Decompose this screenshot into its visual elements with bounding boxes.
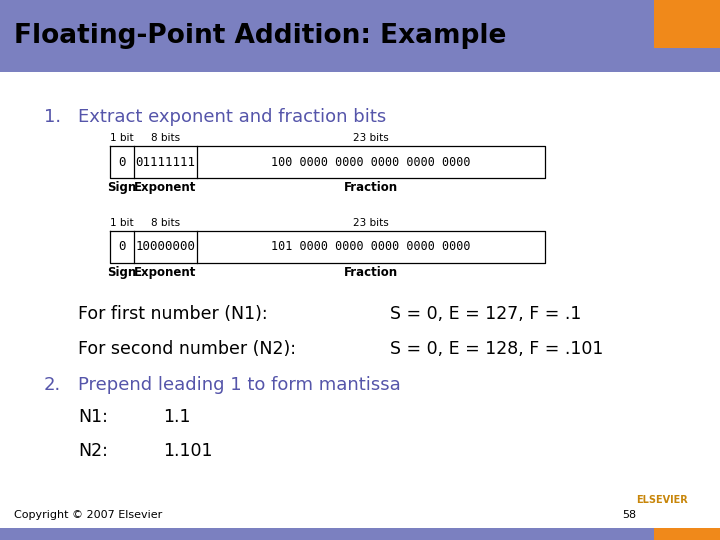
Text: Sign: Sign (107, 266, 137, 279)
Text: S = 0, E = 127, F = .1: S = 0, E = 127, F = .1 (390, 305, 581, 323)
Text: 23 bits: 23 bits (353, 218, 389, 228)
Text: Exponent: Exponent (134, 266, 197, 279)
Bar (654, 0, 720, 48)
Text: 1 bit: 1 bit (110, 218, 134, 228)
Bar (654, 528, 720, 540)
Text: S = 0, E = 128, F = .101: S = 0, E = 128, F = .101 (390, 340, 603, 358)
Text: Fraction: Fraction (344, 266, 398, 279)
Bar (0, 528, 654, 540)
Text: 58: 58 (622, 510, 636, 520)
Text: 01111111: 01111111 (135, 156, 195, 168)
Text: Extract exponent and fraction bits: Extract exponent and fraction bits (78, 108, 386, 126)
Text: 1.1: 1.1 (163, 408, 191, 426)
Text: N2:: N2: (78, 442, 108, 460)
Text: For second number (N2):: For second number (N2): (78, 340, 296, 358)
Text: N1:: N1: (78, 408, 108, 426)
Text: 1.: 1. (44, 108, 61, 126)
Text: 2.: 2. (44, 376, 61, 394)
Text: 1.101: 1.101 (163, 442, 212, 460)
Text: 0: 0 (118, 156, 126, 168)
Text: 10000000: 10000000 (135, 240, 195, 253)
Text: 100 0000 0000 0000 0000 0000: 100 0000 0000 0000 0000 0000 (271, 156, 471, 168)
Bar (0, 0, 720, 72)
Text: Exponent: Exponent (134, 181, 197, 194)
Text: 8 bits: 8 bits (151, 218, 180, 228)
Text: Floating-Point Addition: Example: Floating-Point Addition: Example (14, 23, 506, 49)
Text: Copyright © 2007 Elsevier: Copyright © 2007 Elsevier (14, 510, 162, 520)
Text: 23 bits: 23 bits (353, 133, 389, 143)
Text: Fraction: Fraction (344, 181, 398, 194)
Text: Sign: Sign (107, 181, 137, 194)
Text: For first number (N1):: For first number (N1): (78, 305, 268, 323)
Text: 101 0000 0000 0000 0000 0000: 101 0000 0000 0000 0000 0000 (271, 240, 471, 253)
Text: ELSEVIER: ELSEVIER (636, 495, 688, 505)
Text: 0: 0 (118, 240, 126, 253)
Text: 8 bits: 8 bits (151, 133, 180, 143)
Text: Prepend leading 1 to form mantissa: Prepend leading 1 to form mantissa (78, 376, 401, 394)
Text: 1 bit: 1 bit (110, 133, 134, 143)
